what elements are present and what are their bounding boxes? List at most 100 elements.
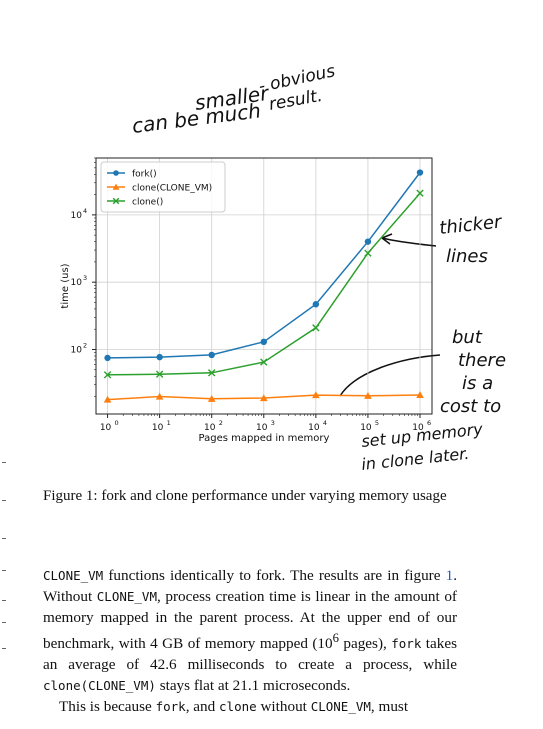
y-tick-exponent: 4 [83, 207, 87, 215]
x-tick-label: 10 [256, 423, 268, 433]
data-point [155, 392, 164, 400]
legend-entry: clone() [107, 198, 163, 208]
data-point [416, 189, 424, 197]
data-point [208, 351, 215, 359]
x-tick-label: 10 [308, 423, 320, 433]
arrow-head [381, 233, 393, 245]
text-run: , must [370, 698, 409, 716]
x-tick-label: 10 [204, 423, 216, 433]
data-point [103, 395, 112, 403]
inline-code: CLONE_VM [96, 589, 157, 604]
body-text: CLONE_VM functions identically to fork. … [43, 565, 457, 717]
superscript: 6 [332, 631, 339, 645]
series [103, 189, 424, 379]
annotation-arrow [381, 237, 437, 247]
legend-label: clone() [132, 198, 163, 208]
inline-code: clone(CLONE_VM) [43, 678, 156, 694]
handwritten-annotation-thicker: thicker lines [381, 211, 504, 267]
data-point [103, 371, 112, 379]
annotation-text: thicker [438, 211, 504, 239]
data-point [416, 391, 424, 399]
text-run: functions identically to fork. The resul… [103, 567, 446, 584]
data-point [312, 391, 320, 399]
inline-code: CLONE_VM [43, 568, 104, 583]
text-run: , and [185, 698, 220, 716]
marker-stroke [112, 197, 120, 205]
marker-stroke [155, 370, 164, 378]
figure-canvas: can be much smaller - obvious result. th… [60, 61, 506, 474]
legend: fork() clone(CLONE_VM) clone() [100, 161, 226, 213]
marker-stroke [260, 358, 268, 366]
x-tick-exponent: 4 [323, 419, 327, 427]
text-run: stays flat at 21.1 microseconds. [155, 677, 351, 695]
data-point [364, 238, 372, 245]
annotation-text: is a [462, 373, 493, 394]
data-point [156, 353, 163, 361]
x-tick-exponent: 0 [115, 419, 119, 427]
x-tick-label: 10 [152, 423, 164, 433]
series [104, 169, 424, 362]
annotation-text: but [452, 327, 483, 348]
y-tick-label: 10 [71, 345, 83, 355]
figure-reference-link[interactable]: 1 [445, 567, 454, 584]
data-point [112, 183, 120, 190]
inline-code: fork [391, 636, 422, 652]
y-axis-label: time (us) [60, 263, 71, 308]
marker-stroke [364, 249, 372, 257]
paragraph: CLONE_VM functions identically to fork. … [43, 565, 457, 696]
series [103, 391, 424, 403]
data-point [208, 369, 216, 377]
legend-entry: fork() [107, 170, 157, 180]
inline-code: clone [219, 699, 257, 715]
y-tick-exponent: 2 [83, 341, 87, 349]
x-axis-ticks: 10 0 10 1 10 2 10 3 10 4 10 5 10 6 [100, 414, 431, 433]
data-point [312, 324, 320, 332]
annotation-curve [339, 354, 441, 397]
text-run: pages), [338, 635, 392, 653]
inline-code: CLONE_VM [310, 699, 371, 715]
legend-box [100, 161, 226, 213]
text-run: . Without [43, 567, 457, 605]
paragraph: This is because fork, and clone without … [43, 696, 457, 717]
x-axis-label: Pages mapped in memory [199, 433, 330, 444]
text-run: , process creation time is linear in the… [43, 588, 457, 653]
legend-label: fork() [132, 170, 157, 180]
x-tick-exponent: 6 [427, 419, 431, 427]
x-tick-label: 10 [100, 423, 112, 433]
handwritten-annotation-cost: but there is a cost to set up memory in … [339, 327, 506, 474]
text-run: This is because [59, 698, 156, 716]
marker-stroke [208, 369, 216, 377]
x-tick-exponent: 5 [375, 419, 379, 427]
data-point [112, 197, 120, 205]
series-group [103, 169, 424, 403]
data-point [207, 395, 216, 402]
x-tick-label: 10 [360, 423, 372, 433]
data-point [260, 338, 267, 346]
x-tick-exponent: 2 [219, 419, 223, 427]
x-tick-label: 10 [412, 423, 424, 433]
figure-caption: Figure 1: fork and clone performance und… [43, 488, 447, 504]
data-point [312, 301, 320, 308]
data-point [104, 354, 111, 362]
annotation-text: cost to [440, 396, 501, 417]
text-run: takes an average of 42.6 milliseconds to… [43, 635, 458, 674]
x-tick-exponent: 1 [167, 419, 171, 427]
data-point [260, 358, 268, 366]
x-tick-exponent: 3 [271, 419, 275, 427]
y-tick-label: 10 [71, 211, 83, 221]
left-margin-fragments [0, 450, 14, 670]
y-tick-exponent: 3 [83, 274, 87, 282]
annotation-text: lines [446, 246, 488, 267]
marker-stroke [416, 189, 424, 197]
handwritten-annotation-top: can be much smaller - obvious result. [131, 61, 337, 138]
data-point [155, 370, 164, 378]
data-point [364, 392, 372, 399]
marker-stroke [312, 324, 320, 332]
legend-label: clone(CLONE_VM) [132, 184, 212, 194]
text-run: without [256, 698, 311, 716]
data-point [364, 249, 372, 257]
marker-stroke [103, 371, 112, 379]
inline-code: fork [155, 699, 186, 715]
